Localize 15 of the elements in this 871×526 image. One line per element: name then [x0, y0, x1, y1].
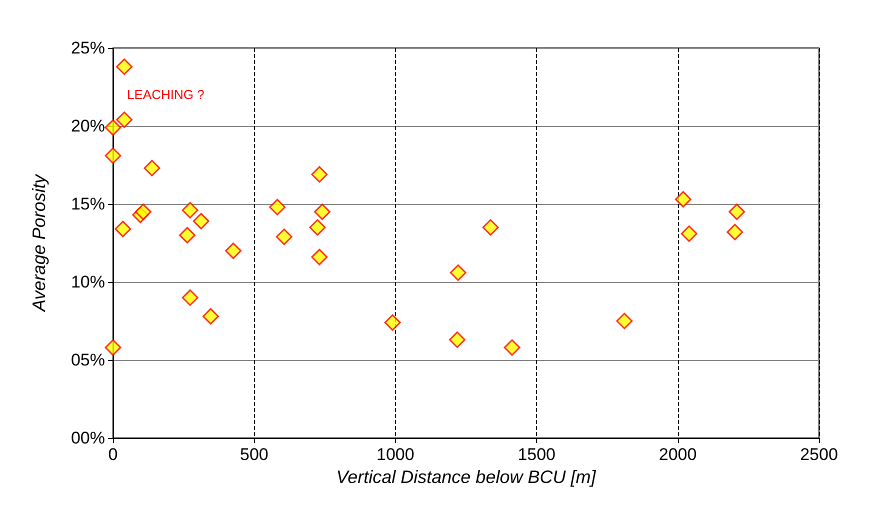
- y-tick-label: 00%: [70, 428, 105, 448]
- y-tick-label: 20%: [70, 116, 105, 136]
- x-tick-label: 1000: [376, 445, 414, 464]
- x-tick-label: 2000: [658, 445, 697, 464]
- x-tick-label: 2500: [800, 445, 838, 464]
- y-tick-label: 05%: [70, 350, 105, 370]
- x-axis-title: Vertical Distance below BCU [m]: [336, 466, 597, 487]
- y-tick-label: 25%: [70, 38, 105, 58]
- x-tick-label: 1500: [518, 445, 556, 464]
- y-axis-title: Average Porosity: [29, 174, 49, 312]
- annotation: LEACHING ?: [127, 87, 204, 102]
- x-tick-label: 0: [108, 445, 118, 464]
- y-tick-label: 10%: [70, 272, 105, 292]
- y-tick-label: 15%: [70, 194, 105, 214]
- x-tick-label: 500: [240, 445, 268, 464]
